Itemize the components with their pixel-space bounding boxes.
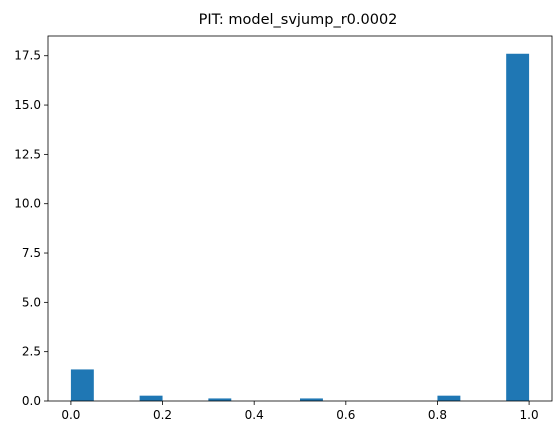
histogram-bar <box>208 398 232 401</box>
y-tick-label: 15.0 <box>14 98 41 112</box>
x-tick-label: 0.6 <box>336 408 355 422</box>
x-tick-label: 0.8 <box>428 408 447 422</box>
x-tick-label: 0.2 <box>153 408 172 422</box>
chart-title: PIT: model_svjump_r0.0002 <box>199 12 398 28</box>
y-tick-label: 0.0 <box>22 394 41 408</box>
y-tick-label: 10.0 <box>14 197 41 211</box>
y-tick-label: 7.5 <box>22 246 41 260</box>
histogram-bar <box>437 395 461 401</box>
axes-layer: 0.0 0.2 0.4 0.6 0.8 1.0 0.0 2.5 5.0 7.5 10.0 12.5 15… <box>14 35 553 422</box>
histogram-bar <box>506 53 530 402</box>
plot-frame <box>47 35 553 402</box>
x-tick-label: 1.0 <box>520 408 539 422</box>
bars-layer <box>70 53 530 402</box>
y-tick-label: 2.5 <box>22 345 41 359</box>
x-tick-label: 0.0 <box>61 408 80 422</box>
y-tick-label: 5.0 <box>22 295 41 309</box>
y-tick-label: 17.5 <box>14 49 41 63</box>
histogram-bar <box>139 395 163 401</box>
y-tick-label: 12.5 <box>14 147 41 161</box>
histogram-bar <box>70 369 94 401</box>
x-tick-label: 0.4 <box>245 408 264 422</box>
histogram-bar <box>300 398 323 401</box>
